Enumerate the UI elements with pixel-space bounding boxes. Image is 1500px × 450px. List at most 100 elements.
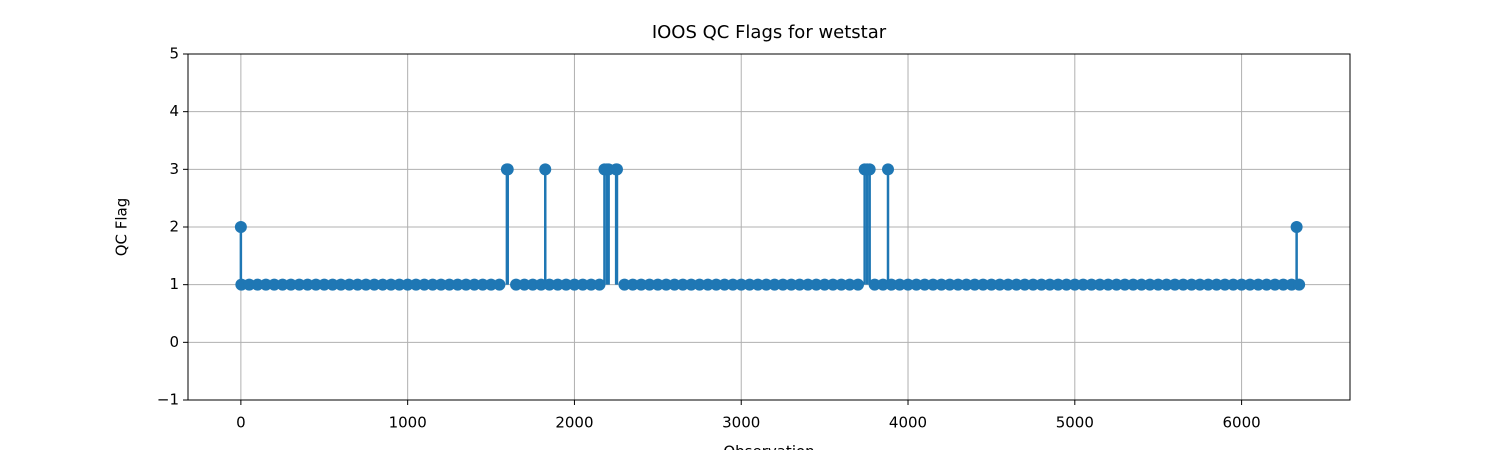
marker xyxy=(259,278,272,291)
marker xyxy=(234,221,247,233)
marker xyxy=(1085,278,1098,291)
marker xyxy=(651,278,664,291)
marker xyxy=(343,278,356,291)
marker xyxy=(1210,278,1223,291)
marker xyxy=(1060,278,1073,291)
marker xyxy=(426,278,439,291)
y-tick-label: 5 xyxy=(169,45,179,63)
marker xyxy=(1077,278,1090,291)
marker xyxy=(952,278,965,291)
marker xyxy=(1043,278,1056,291)
marker xyxy=(743,278,756,291)
marker xyxy=(1177,278,1190,291)
marker xyxy=(318,278,331,291)
marker xyxy=(610,163,623,176)
marker xyxy=(1168,278,1181,291)
marker xyxy=(451,278,464,291)
marker xyxy=(1068,278,1081,291)
y-tick-label: 1 xyxy=(169,275,179,293)
marker xyxy=(868,278,881,291)
marker xyxy=(726,278,739,291)
marker xyxy=(326,278,339,291)
marker xyxy=(626,278,639,291)
marker xyxy=(543,278,556,291)
x-tick-label: 5000 xyxy=(1056,414,1094,432)
marker xyxy=(660,278,673,291)
marker xyxy=(618,278,631,291)
marker xyxy=(1277,278,1290,291)
x-tick-label: 4000 xyxy=(889,414,927,432)
marker xyxy=(418,278,431,291)
marker xyxy=(468,278,481,291)
x-tick-label: 2000 xyxy=(555,414,593,432)
y-tick-label: 0 xyxy=(169,333,179,351)
marker xyxy=(935,278,948,291)
marker xyxy=(243,278,256,291)
marker xyxy=(863,163,876,176)
marker xyxy=(1260,278,1273,291)
marker xyxy=(359,278,372,291)
x-tick-label: 6000 xyxy=(1222,414,1260,432)
marker xyxy=(1185,278,1198,291)
marker xyxy=(826,278,839,291)
marker xyxy=(1002,278,1015,291)
marker xyxy=(435,278,448,291)
marker xyxy=(693,278,706,291)
marker xyxy=(401,278,414,291)
marker xyxy=(835,278,848,291)
marker xyxy=(1268,278,1281,291)
marker xyxy=(309,278,322,291)
y-axis-label: QC Flag xyxy=(113,198,131,257)
marker xyxy=(977,278,990,291)
marker xyxy=(576,278,589,291)
marker xyxy=(351,278,364,291)
marker xyxy=(1235,278,1248,291)
marker xyxy=(518,278,531,291)
marker xyxy=(443,278,456,291)
marker xyxy=(539,163,552,176)
marker xyxy=(668,278,681,291)
marker xyxy=(882,163,895,176)
marker xyxy=(751,278,764,291)
marker xyxy=(793,278,806,291)
marker xyxy=(818,278,831,291)
marker xyxy=(1143,278,1156,291)
marker xyxy=(368,278,381,291)
marker xyxy=(1252,278,1265,291)
marker xyxy=(1093,278,1106,291)
marker xyxy=(1135,278,1148,291)
marker xyxy=(718,278,731,291)
marker xyxy=(710,278,723,291)
marker xyxy=(1010,278,1023,291)
marker xyxy=(643,278,656,291)
marker xyxy=(851,278,864,291)
marker xyxy=(810,278,823,291)
marker xyxy=(785,278,798,291)
marker xyxy=(393,278,406,291)
marker xyxy=(460,278,473,291)
marker xyxy=(1243,278,1256,291)
marker xyxy=(801,278,814,291)
marker xyxy=(535,278,548,291)
y-tick-label: −1 xyxy=(157,391,179,409)
marker xyxy=(902,278,915,291)
y-tick-label: 4 xyxy=(169,102,179,120)
marker xyxy=(276,278,289,291)
axes-frame xyxy=(187,53,1351,401)
marker xyxy=(1035,278,1048,291)
marker xyxy=(268,278,281,291)
marker xyxy=(1110,278,1123,291)
marker xyxy=(676,278,689,291)
marker xyxy=(551,278,564,291)
x-tick-label: 0 xyxy=(236,414,246,432)
marker xyxy=(685,278,698,291)
marker xyxy=(876,278,889,291)
marker xyxy=(409,278,422,291)
marker xyxy=(968,278,981,291)
marker xyxy=(960,278,973,291)
marker xyxy=(735,278,748,291)
marker xyxy=(301,278,314,291)
marker xyxy=(885,278,898,291)
marker xyxy=(1218,278,1231,291)
